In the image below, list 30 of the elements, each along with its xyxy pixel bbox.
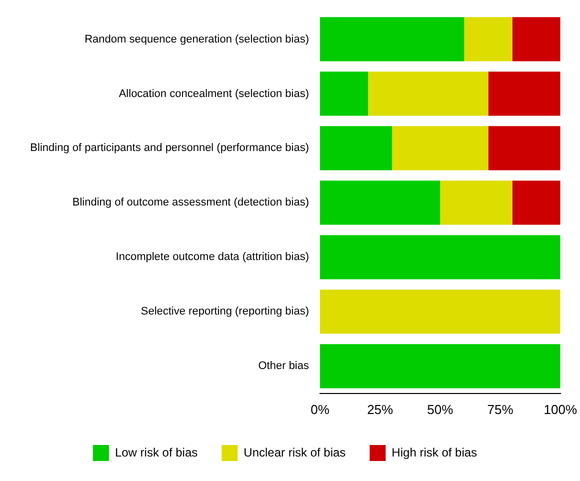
y-tick-label: Blinding of outcome assessment (detection bias) — [72, 196, 309, 209]
bar — [440, 180, 512, 225]
x-tick-label: 75% — [487, 402, 514, 417]
x-tick-label: 25% — [367, 402, 394, 417]
y-tick-label: Incomplete outcome data (attrition bias) — [116, 251, 309, 264]
bar — [368, 72, 488, 116]
x-tick-label: 50% — [427, 402, 454, 417]
y-tick-label: Selective reporting (reporting bias) — [140, 306, 309, 318]
y-tick-label: Blinding of participants and personnel (performance bias) — [30, 142, 309, 154]
bar — [392, 126, 488, 170]
bar — [320, 17, 464, 62]
bar — [320, 290, 560, 334]
bar — [320, 344, 560, 388]
x-tick-label: 0% — [310, 402, 330, 417]
bar — [512, 17, 560, 62]
bar — [464, 17, 512, 62]
bar — [512, 180, 560, 225]
y-tick-label: Allocation concealment (selection bias) — [118, 88, 309, 100]
y-tick-label: Random sequence generation (selection bias) — [84, 33, 309, 46]
bar — [320, 235, 560, 280]
bar — [320, 180, 440, 225]
bar — [320, 72, 368, 116]
legend-label: Low risk of bias — [114, 445, 198, 460]
bar — [488, 72, 560, 116]
bar — [320, 126, 392, 170]
legend-label: High risk of bias — [392, 445, 478, 460]
y-tick-label: Other bias — [258, 360, 310, 372]
bar — [488, 126, 560, 170]
x-tick-label: 100% — [544, 402, 578, 417]
legend-label: Unclear risk of bias — [244, 445, 346, 460]
